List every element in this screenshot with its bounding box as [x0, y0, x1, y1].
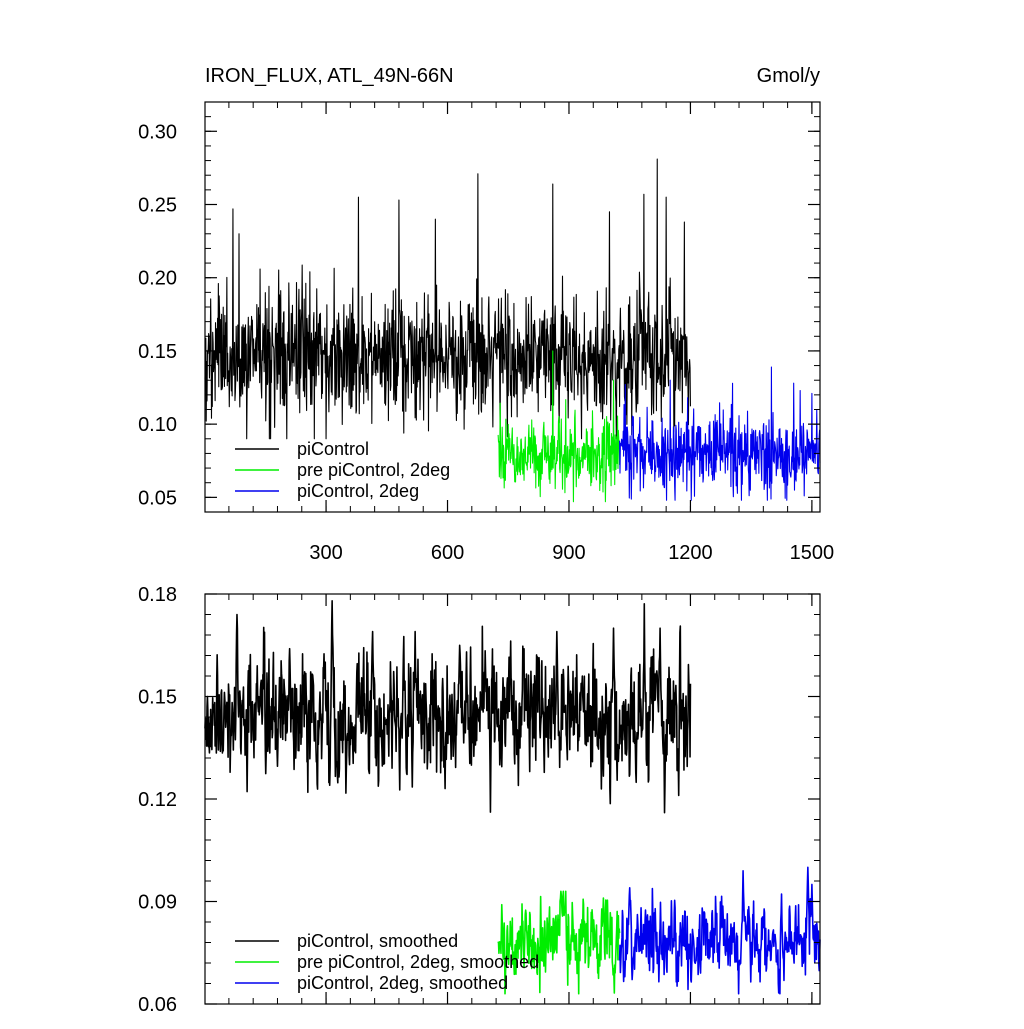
y-tick-label: 0.20 [138, 268, 177, 290]
series-line-1-3 [619, 366, 821, 501]
y-tick-label: 0.15 [138, 341, 177, 363]
y-tick-label: 0.05 [138, 487, 177, 509]
series-line-2-3 [618, 866, 821, 995]
y-tick-label: 0.18 [138, 584, 177, 606]
legend-label: piControl, 2deg [297, 481, 419, 501]
x-tick-label: 1500 [790, 542, 835, 564]
series-line-2-1 [204, 600, 692, 814]
chart-title: IRON_FLUX, ATL_49N-66N [205, 65, 454, 87]
x-tick-label: 900 [552, 542, 585, 564]
units-label: Gmol/y [757, 65, 820, 87]
y-tick-label: 0.10 [138, 414, 177, 436]
y-tick-label: 0.09 [138, 892, 177, 914]
legend-label: piControl, 2deg, smoothed [297, 973, 508, 993]
legend-label: pre piControl, 2deg [297, 460, 450, 480]
series-line-2-2 [497, 890, 621, 995]
legend-label: piControl, smoothed [297, 931, 458, 951]
series-line-1-1 [204, 158, 691, 440]
y-tick-label: 0.15 [138, 687, 177, 709]
y-tick-label: 0.30 [138, 121, 177, 143]
top-plot: 0.05 0.10 0.15 0.20 0.25 0.30 300 600 900 1200 150… [138, 65, 834, 564]
legend-label: pre piControl, 2deg, smoothed [297, 952, 539, 972]
series-line-1-2 [497, 350, 621, 503]
y-tick-label: 0.06 [138, 994, 177, 1016]
x-tick-label: 1200 [668, 542, 713, 564]
y-tick-label: 0.25 [138, 195, 177, 217]
x-tick-label: 300 [309, 542, 342, 564]
y-tick-label: 0.12 [138, 789, 177, 811]
x-tick-label: 600 [431, 542, 464, 564]
legend-label: piControl [297, 439, 369, 459]
